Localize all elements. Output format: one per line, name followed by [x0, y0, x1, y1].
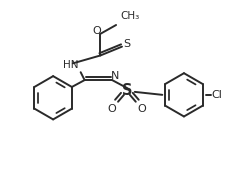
Text: S: S — [123, 39, 130, 49]
Text: HN: HN — [63, 60, 79, 70]
Text: O: O — [137, 104, 146, 114]
Text: O: O — [92, 26, 101, 36]
Text: N: N — [111, 71, 119, 81]
Text: S: S — [122, 83, 132, 98]
Text: CH₃: CH₃ — [120, 11, 139, 21]
Text: O: O — [108, 104, 116, 114]
Text: Cl: Cl — [212, 90, 222, 100]
